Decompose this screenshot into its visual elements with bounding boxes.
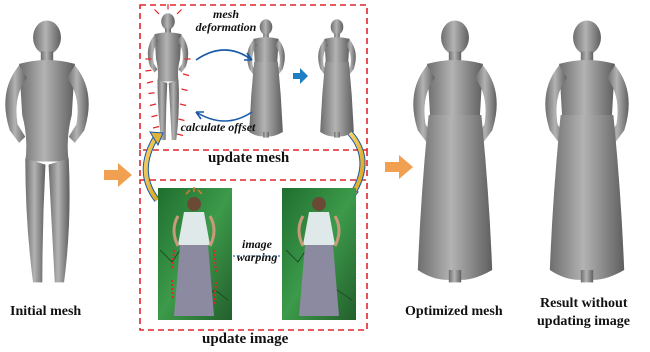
optimized-mesh-figure [413, 20, 497, 283]
initial-mesh-figure [5, 20, 89, 283]
initial-mesh-label: Initial mesh [10, 304, 82, 319]
optimized-mesh-label: Optimized mesh [405, 304, 503, 319]
updating-image-label: updating image [537, 314, 630, 329]
connector-dashes [139, 150, 368, 180]
orange-right-arrow-icon [385, 155, 413, 179]
cycle-bottom-arrow-icon [195, 111, 253, 122]
update-mesh-label: update mesh [208, 150, 290, 166]
image-warping-label: image warping [230, 238, 284, 264]
deformed-mesh-2 [318, 19, 356, 138]
mesh-deformation-line1: mesh [212, 7, 239, 21]
update-mesh-box [139, 4, 368, 151]
cycle-top-arrow-icon [195, 49, 253, 61]
update-image-label: update image [202, 331, 289, 347]
result-without-label: Result without [540, 296, 628, 311]
photo-warped [282, 188, 356, 320]
result-without-update-figure [545, 20, 629, 283]
mesh-deformation-label: mesh deformation [178, 8, 274, 34]
photo-original [158, 187, 232, 320]
orange-right-arrow-icon [104, 163, 132, 187]
update-image-box [139, 179, 368, 331]
calculate-offset-label: calculate offset [180, 120, 256, 134]
blue-right-arrow-icon [293, 68, 308, 84]
mesh-deformation-line2: deformation [195, 20, 257, 34]
image-warping-line1: image [242, 237, 272, 251]
image-warping-line2: warping [236, 250, 278, 264]
